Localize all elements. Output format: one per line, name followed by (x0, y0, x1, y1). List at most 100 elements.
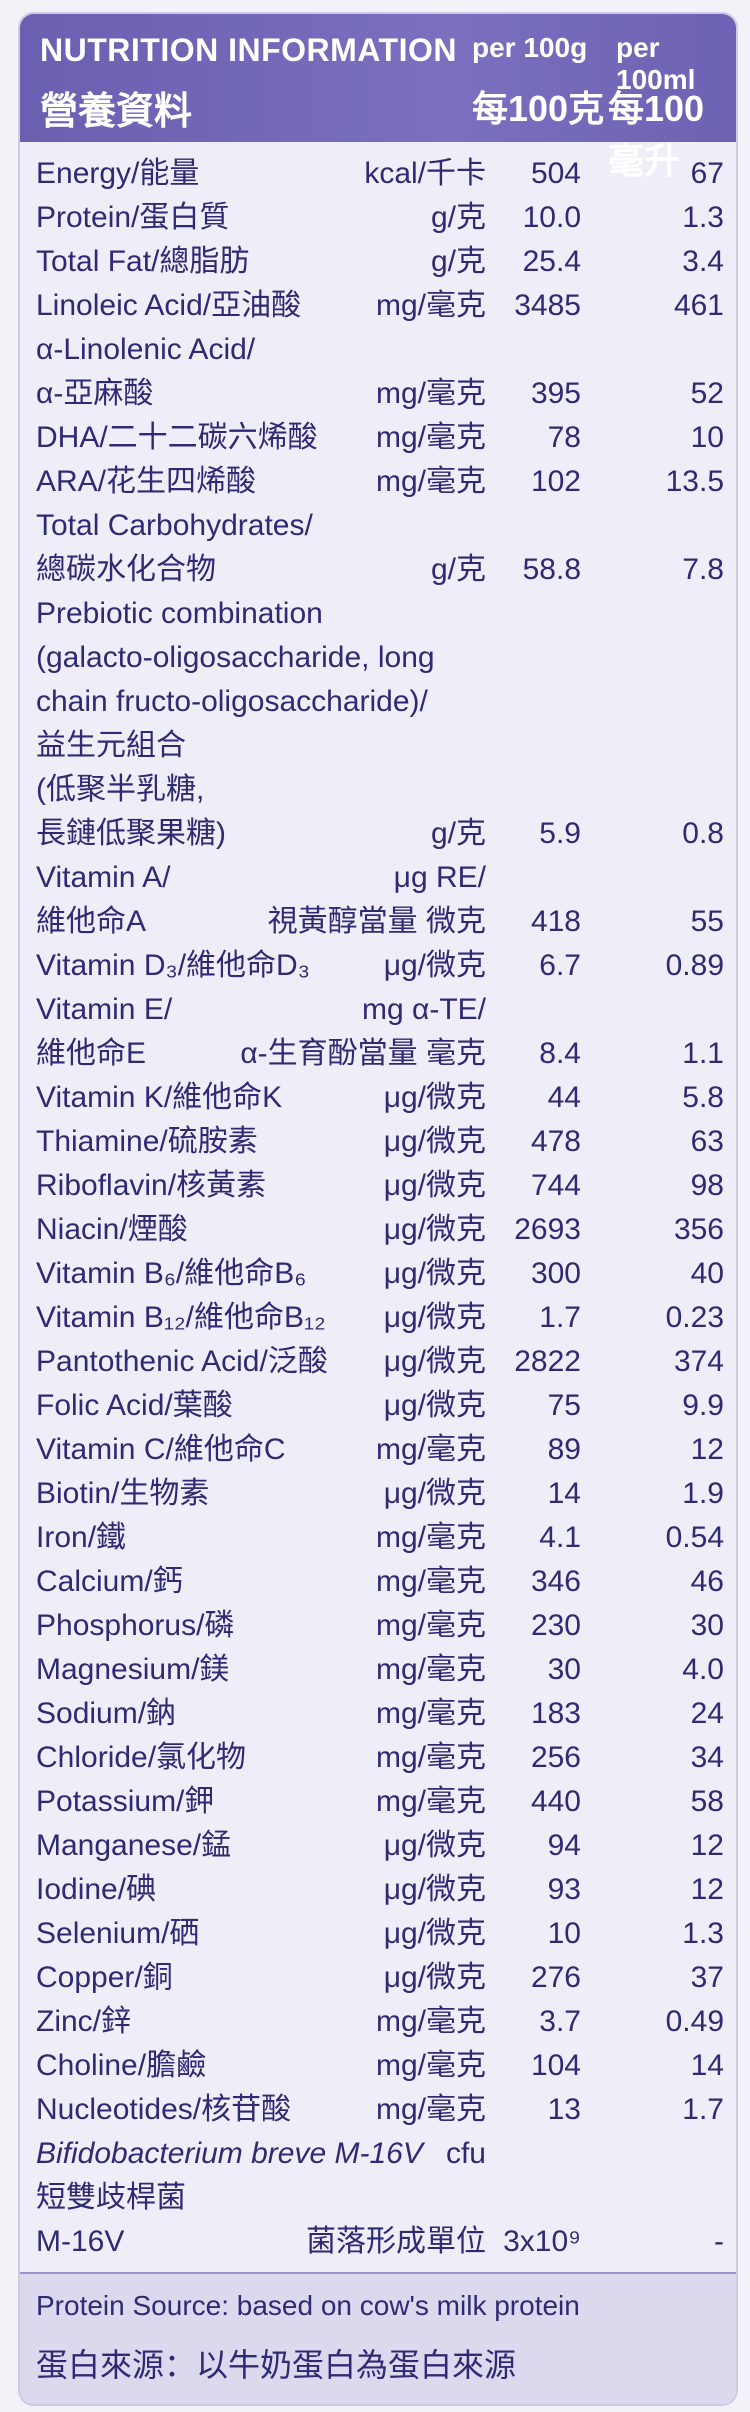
value-per-100ml: 67 (690, 157, 724, 190)
nutrient-name: Vitamin D₃/維他命D₃ (36, 949, 310, 982)
value-per-100g: 418 (530, 905, 581, 938)
nutrient-unit: μg/微克 (383, 1829, 486, 1862)
nutrient-row: Selenium/硒 μg/微克 10 1.3 (20, 1912, 736, 1956)
nutrient-name: Pantothenic Acid/泛酸 (36, 1345, 328, 1378)
column-per-100ml-label: per 100ml (616, 32, 696, 95)
nutrient-name: Zinc/鋅 (36, 2005, 132, 2038)
value-per-100g: 346 (530, 1565, 581, 1598)
nutrient-name: (galacto-oligosaccharide, long (36, 641, 435, 674)
nutrient-name: chain fructo-oligosaccharide)/ (36, 685, 428, 718)
nutrient-name: Niacin/煙酸 (36, 1213, 188, 1246)
nutrient-name: Protein/蛋白質 (36, 201, 230, 234)
nutrient-row: Pantothenic Acid/泛酸 μg/微克 2822 374 (20, 1340, 736, 1384)
value-per-100ml: 46 (690, 1565, 724, 1598)
value-per-100g: 10 (547, 1917, 581, 1950)
value-per-100ml: 9.9 (682, 1389, 724, 1422)
nutrient-row: Vitamin A/μg RE/ (20, 856, 736, 900)
nutrient-row: Total Fat/總脂肪 g/克 25.4 3.4 (20, 240, 736, 284)
value-per-100g: 3x10⁹ (503, 2225, 581, 2258)
nutrient-name: Bifidobacterium breve M-16V (36, 2137, 423, 2170)
nutrient-name: 總碳水化合物 (36, 553, 216, 586)
nutrient-row: Magnesium/鎂 mg/毫克 30 4.0 (20, 1648, 736, 1692)
nutrient-name: 維他命A (36, 905, 147, 938)
value-per-100g: 478 (530, 1125, 581, 1158)
nutrient-unit: μg/微克 (383, 1213, 486, 1246)
nutrient-row: Thiamine/硫胺素 μg/微克 478 63 (20, 1120, 736, 1164)
value-per-100ml: 1.3 (682, 201, 724, 234)
nutrient-unit: mg/毫克 (375, 377, 486, 410)
value-per-100ml: 1.1 (682, 1037, 724, 1070)
nutrient-name: Linoleic Acid/亞油酸 (36, 289, 302, 322)
nutrient-row: Linoleic Acid/亞油酸 mg/毫克 3485 461 (20, 284, 736, 328)
nutrient-unit: μg/微克 (383, 1961, 486, 1994)
nutrient-unit: mg/毫克 (375, 1653, 486, 1686)
nutrient-unit: μg/微克 (383, 1389, 486, 1422)
nutrient-row: Vitamin D₃/維他命D₃ μg/微克 6.7 0.89 (20, 944, 736, 988)
nutrient-row: Riboflavin/核黃素 μg/微克 744 98 (20, 1164, 736, 1208)
value-per-100g: 744 (530, 1169, 581, 1202)
nutrient-unit: mg/毫克 (375, 2049, 486, 2082)
nutrient-row: Sodium/鈉 mg/毫克 183 24 (20, 1692, 736, 1736)
value-per-100ml: 58 (690, 1785, 724, 1818)
value-per-100g: 13 (547, 2093, 581, 2126)
nutrient-name: Vitamin B₆/維他命B₆ (36, 1257, 307, 1290)
value-per-100g: 93 (547, 1873, 581, 1906)
nutrient-row: Bifidobacterium breve M-16V cfu (20, 2132, 736, 2176)
nutrient-unit: μg/微克 (383, 1873, 486, 1906)
title-chinese: 營養資料 (40, 91, 193, 133)
value-per-100g: 10.0 (522, 201, 581, 234)
nutrient-name: (低聚半乳糖, (36, 773, 205, 806)
value-per-100g: 94 (547, 1829, 581, 1862)
value-per-100ml: 0.54 (665, 1521, 724, 1554)
nutrient-row: 維他命A 視黃醇當量 微克 418 55 (20, 900, 736, 944)
value-per-100g: 8.4 (539, 1037, 581, 1070)
nutrient-name: α-Linolenic Acid/ (36, 333, 256, 366)
nutrient-unit: mg α-TE/ (361, 993, 486, 1026)
value-per-100ml: 37 (690, 1961, 724, 1994)
nutrient-name: Potassium/鉀 (36, 1785, 215, 1818)
nutrient-row: Biotin/生物素 μg/微克 14 1.9 (20, 1472, 736, 1516)
value-per-100g: 3.7 (539, 2005, 581, 2038)
value-per-100ml: 4.0 (682, 1653, 724, 1686)
nutrient-name: Total Fat/總脂肪 (36, 245, 250, 278)
nutrient-unit: μg/微克 (383, 1301, 486, 1334)
value-per-100g: 89 (547, 1433, 581, 1466)
nutrient-name: Iron/鐵 (36, 1521, 127, 1554)
nutrient-name: Vitamin A/ (36, 861, 171, 894)
nutrient-unit: g/克 (430, 817, 486, 850)
value-per-100ml: 7.8 (682, 553, 724, 586)
value-per-100ml: 356 (673, 1213, 724, 1246)
nutrient-name: 短雙歧桿菌 (36, 2181, 186, 2214)
value-per-100g: 5.9 (539, 817, 581, 850)
value-per-100g: 104 (530, 2049, 581, 2082)
value-per-100g: 230 (530, 1609, 581, 1642)
nutrient-name: Folic Acid/葉酸 (36, 1389, 233, 1422)
nutrient-unit: μg/微克 (383, 1917, 486, 1950)
value-per-100g: 3485 (514, 289, 581, 322)
nutrient-name: Prebiotic combination (36, 597, 323, 630)
nutrient-name: Iodine/碘 (36, 1873, 157, 1906)
value-per-100ml: 14 (690, 2049, 724, 2082)
nutrient-name: α-亞麻酸 (36, 377, 154, 410)
nutrient-unit: mg/毫克 (375, 289, 486, 322)
nutrient-row: (低聚半乳糖, (20, 768, 736, 812)
nutrient-list: Energy/能量 kcal/千卡 504 67 Protein/蛋白質 g/克 10.0 1… (20, 152, 736, 2264)
nutrient-row: Zinc/鋅 mg/毫克 3.7 0.49 (20, 2000, 736, 2044)
nutrient-row: Chloride/氯化物 mg/毫克 256 34 (20, 1736, 736, 1780)
nutrient-name: Sodium/鈉 (36, 1697, 177, 1730)
value-per-100g: 395 (530, 377, 581, 410)
nutrient-unit: μg/微克 (383, 1345, 486, 1378)
value-per-100ml: 3.4 (682, 245, 724, 278)
nutrient-name: Phosphorus/磷 (36, 1609, 235, 1642)
nutrient-name: Magnesium/鎂 (36, 1653, 230, 1686)
nutrient-unit: mg/毫克 (375, 1521, 486, 1554)
nutrient-row: Iron/鐵 mg/毫克 4.1 0.54 (20, 1516, 736, 1560)
value-per-100ml: 0.23 (665, 1301, 724, 1334)
nutrient-unit: mg/毫克 (375, 1785, 486, 1818)
column-per-100g-label: per 100g (472, 32, 588, 63)
nutrient-unit: α-生育酚當量 毫克 (240, 1037, 486, 1070)
nutrient-name: 長鏈低聚果糖) (36, 817, 226, 850)
value-per-100g: 78 (547, 421, 581, 454)
nutrient-row: Vitamin E/mg α-TE/ (20, 988, 736, 1032)
value-per-100g: 504 (530, 157, 581, 190)
